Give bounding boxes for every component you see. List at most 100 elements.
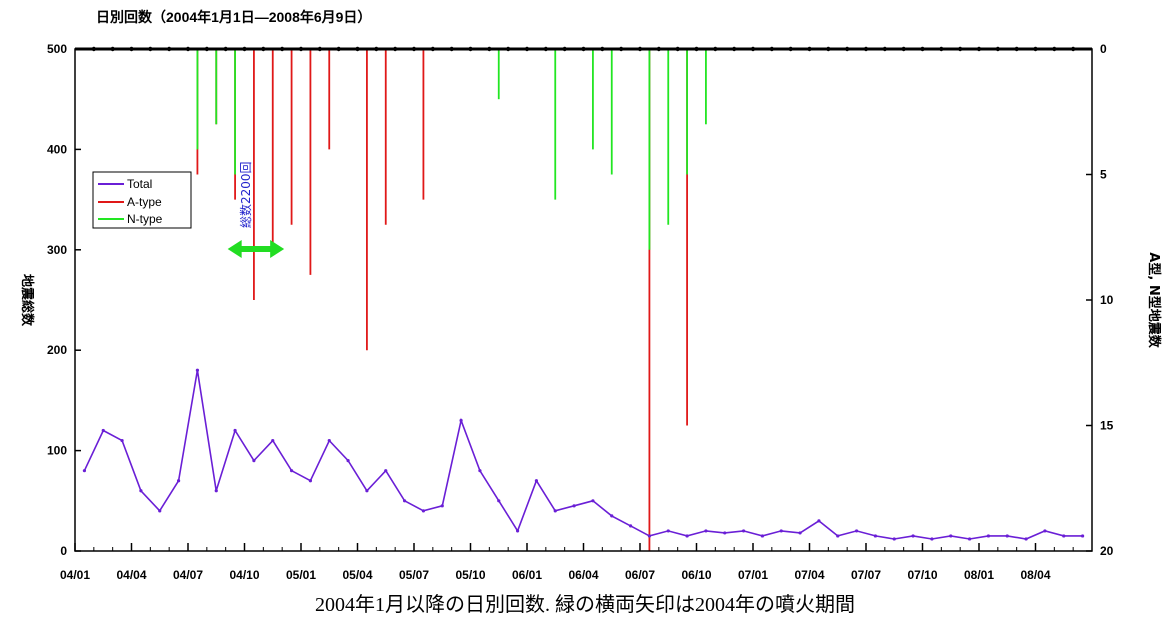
top-month-dot bbox=[675, 46, 680, 52]
total-point bbox=[572, 504, 576, 508]
y-left-tick-label: 300 bbox=[47, 243, 67, 257]
total-point bbox=[1043, 529, 1047, 533]
total-point bbox=[760, 534, 765, 538]
total-point bbox=[591, 499, 595, 503]
total-point bbox=[214, 489, 218, 493]
y-right-tick-label: 15 bbox=[1100, 419, 1114, 433]
chart-title: 日別回数（2004年1月1日―2008年6月9日） bbox=[96, 9, 372, 25]
top-month-dot bbox=[713, 46, 718, 52]
top-month-dot bbox=[750, 46, 756, 52]
total-point bbox=[497, 499, 501, 503]
x-tick-label: 07/07 bbox=[851, 568, 881, 582]
y-right-tick-label: 5 bbox=[1100, 168, 1107, 182]
total-point bbox=[610, 514, 614, 518]
total-point bbox=[158, 509, 162, 513]
top-month-dot bbox=[694, 46, 699, 52]
total-point bbox=[421, 509, 426, 513]
total-point bbox=[873, 534, 878, 538]
annotation-total-2200: 総数2200回 bbox=[238, 161, 253, 228]
total-point bbox=[685, 534, 689, 538]
total-point bbox=[459, 418, 463, 423]
top-month-dot bbox=[374, 46, 379, 52]
top-month-dot bbox=[392, 46, 398, 52]
total-point bbox=[930, 537, 934, 541]
x-tick-label: 07/04 bbox=[794, 568, 824, 582]
top-month-dot bbox=[543, 46, 549, 52]
total-point bbox=[1024, 537, 1028, 541]
y-right-tick-label: 0 bbox=[1100, 42, 1107, 56]
total-point bbox=[365, 489, 369, 493]
top-month-dot bbox=[468, 46, 473, 52]
top-month-dot bbox=[581, 46, 586, 52]
total-point bbox=[82, 469, 87, 473]
total-point bbox=[779, 529, 783, 533]
x-tick-label: 04/10 bbox=[229, 568, 259, 582]
top-month-dot bbox=[844, 46, 850, 52]
total-point bbox=[252, 459, 256, 463]
top-month-dot bbox=[788, 46, 793, 52]
total-point bbox=[271, 438, 275, 443]
eruption-arrow-head-right bbox=[270, 240, 285, 258]
total-point bbox=[798, 531, 802, 535]
top-month-dot bbox=[298, 46, 304, 52]
figure-caption: 2004年1月以降の日別回数. 緑の横両矢印は2004年の噴火期間 bbox=[315, 594, 855, 616]
total-point bbox=[741, 529, 746, 533]
top-month-dot bbox=[449, 46, 454, 52]
total-point bbox=[289, 469, 294, 473]
total-point bbox=[911, 534, 915, 538]
x-tick-label: 08/04 bbox=[1020, 568, 1050, 582]
top-month-dot bbox=[995, 46, 1001, 52]
total-point bbox=[553, 509, 557, 513]
y-left-tick-label: 200 bbox=[47, 343, 67, 357]
total-point bbox=[1080, 534, 1085, 538]
total-point bbox=[101, 428, 105, 433]
total-point bbox=[986, 534, 991, 538]
top-month-dot bbox=[562, 46, 567, 52]
total-point bbox=[515, 529, 520, 533]
x-tick-label: 07/10 bbox=[907, 568, 937, 582]
top-month-dot bbox=[91, 46, 97, 52]
total-point bbox=[666, 529, 670, 533]
x-tick-label: 06/10 bbox=[681, 568, 711, 582]
series-line-total bbox=[83, 370, 1083, 540]
x-tick-label: 06/04 bbox=[568, 568, 598, 582]
total-point bbox=[534, 479, 539, 483]
eruption-arrow-head-left bbox=[227, 240, 242, 258]
top-month-dot bbox=[920, 46, 925, 52]
total-point bbox=[384, 469, 388, 473]
total-point bbox=[723, 531, 727, 535]
top-month-dot bbox=[129, 46, 134, 52]
top-month-dot bbox=[524, 46, 530, 52]
total-point bbox=[892, 537, 896, 541]
top-month-dot bbox=[411, 46, 417, 52]
x-tick-label: 04/07 bbox=[173, 568, 203, 582]
y-left-tick-label: 400 bbox=[47, 142, 67, 156]
total-point bbox=[440, 504, 444, 508]
y-left-tick-label: 500 bbox=[47, 42, 67, 56]
top-month-dot bbox=[600, 46, 605, 52]
top-month-dot bbox=[1070, 46, 1076, 52]
y-right-tick-label: 20 bbox=[1100, 544, 1114, 558]
top-month-dot bbox=[807, 46, 812, 52]
legend-label-total: Total bbox=[127, 177, 152, 191]
total-point bbox=[854, 529, 859, 533]
total-point bbox=[704, 529, 708, 533]
x-tick-label: 05/04 bbox=[342, 568, 372, 582]
top-month-dot bbox=[1033, 46, 1038, 52]
top-month-dot bbox=[110, 46, 115, 52]
x-tick-label: 05/01 bbox=[286, 568, 316, 582]
total-point bbox=[139, 489, 143, 493]
total-point bbox=[195, 368, 200, 372]
y-axis-left-title: 地震総数 bbox=[19, 274, 35, 327]
y-left-tick-label: 100 bbox=[47, 444, 67, 458]
total-point bbox=[647, 534, 652, 538]
y-left-tick-label: 0 bbox=[60, 544, 67, 558]
total-point bbox=[233, 428, 237, 433]
x-tick-label: 06/01 bbox=[512, 568, 542, 582]
total-point bbox=[1005, 534, 1009, 538]
top-month-dot bbox=[769, 46, 775, 52]
legend-label-atype: A-type bbox=[127, 195, 162, 209]
top-month-dot bbox=[1014, 46, 1019, 52]
top-month-dot bbox=[731, 46, 737, 52]
top-month-dot bbox=[505, 46, 511, 52]
